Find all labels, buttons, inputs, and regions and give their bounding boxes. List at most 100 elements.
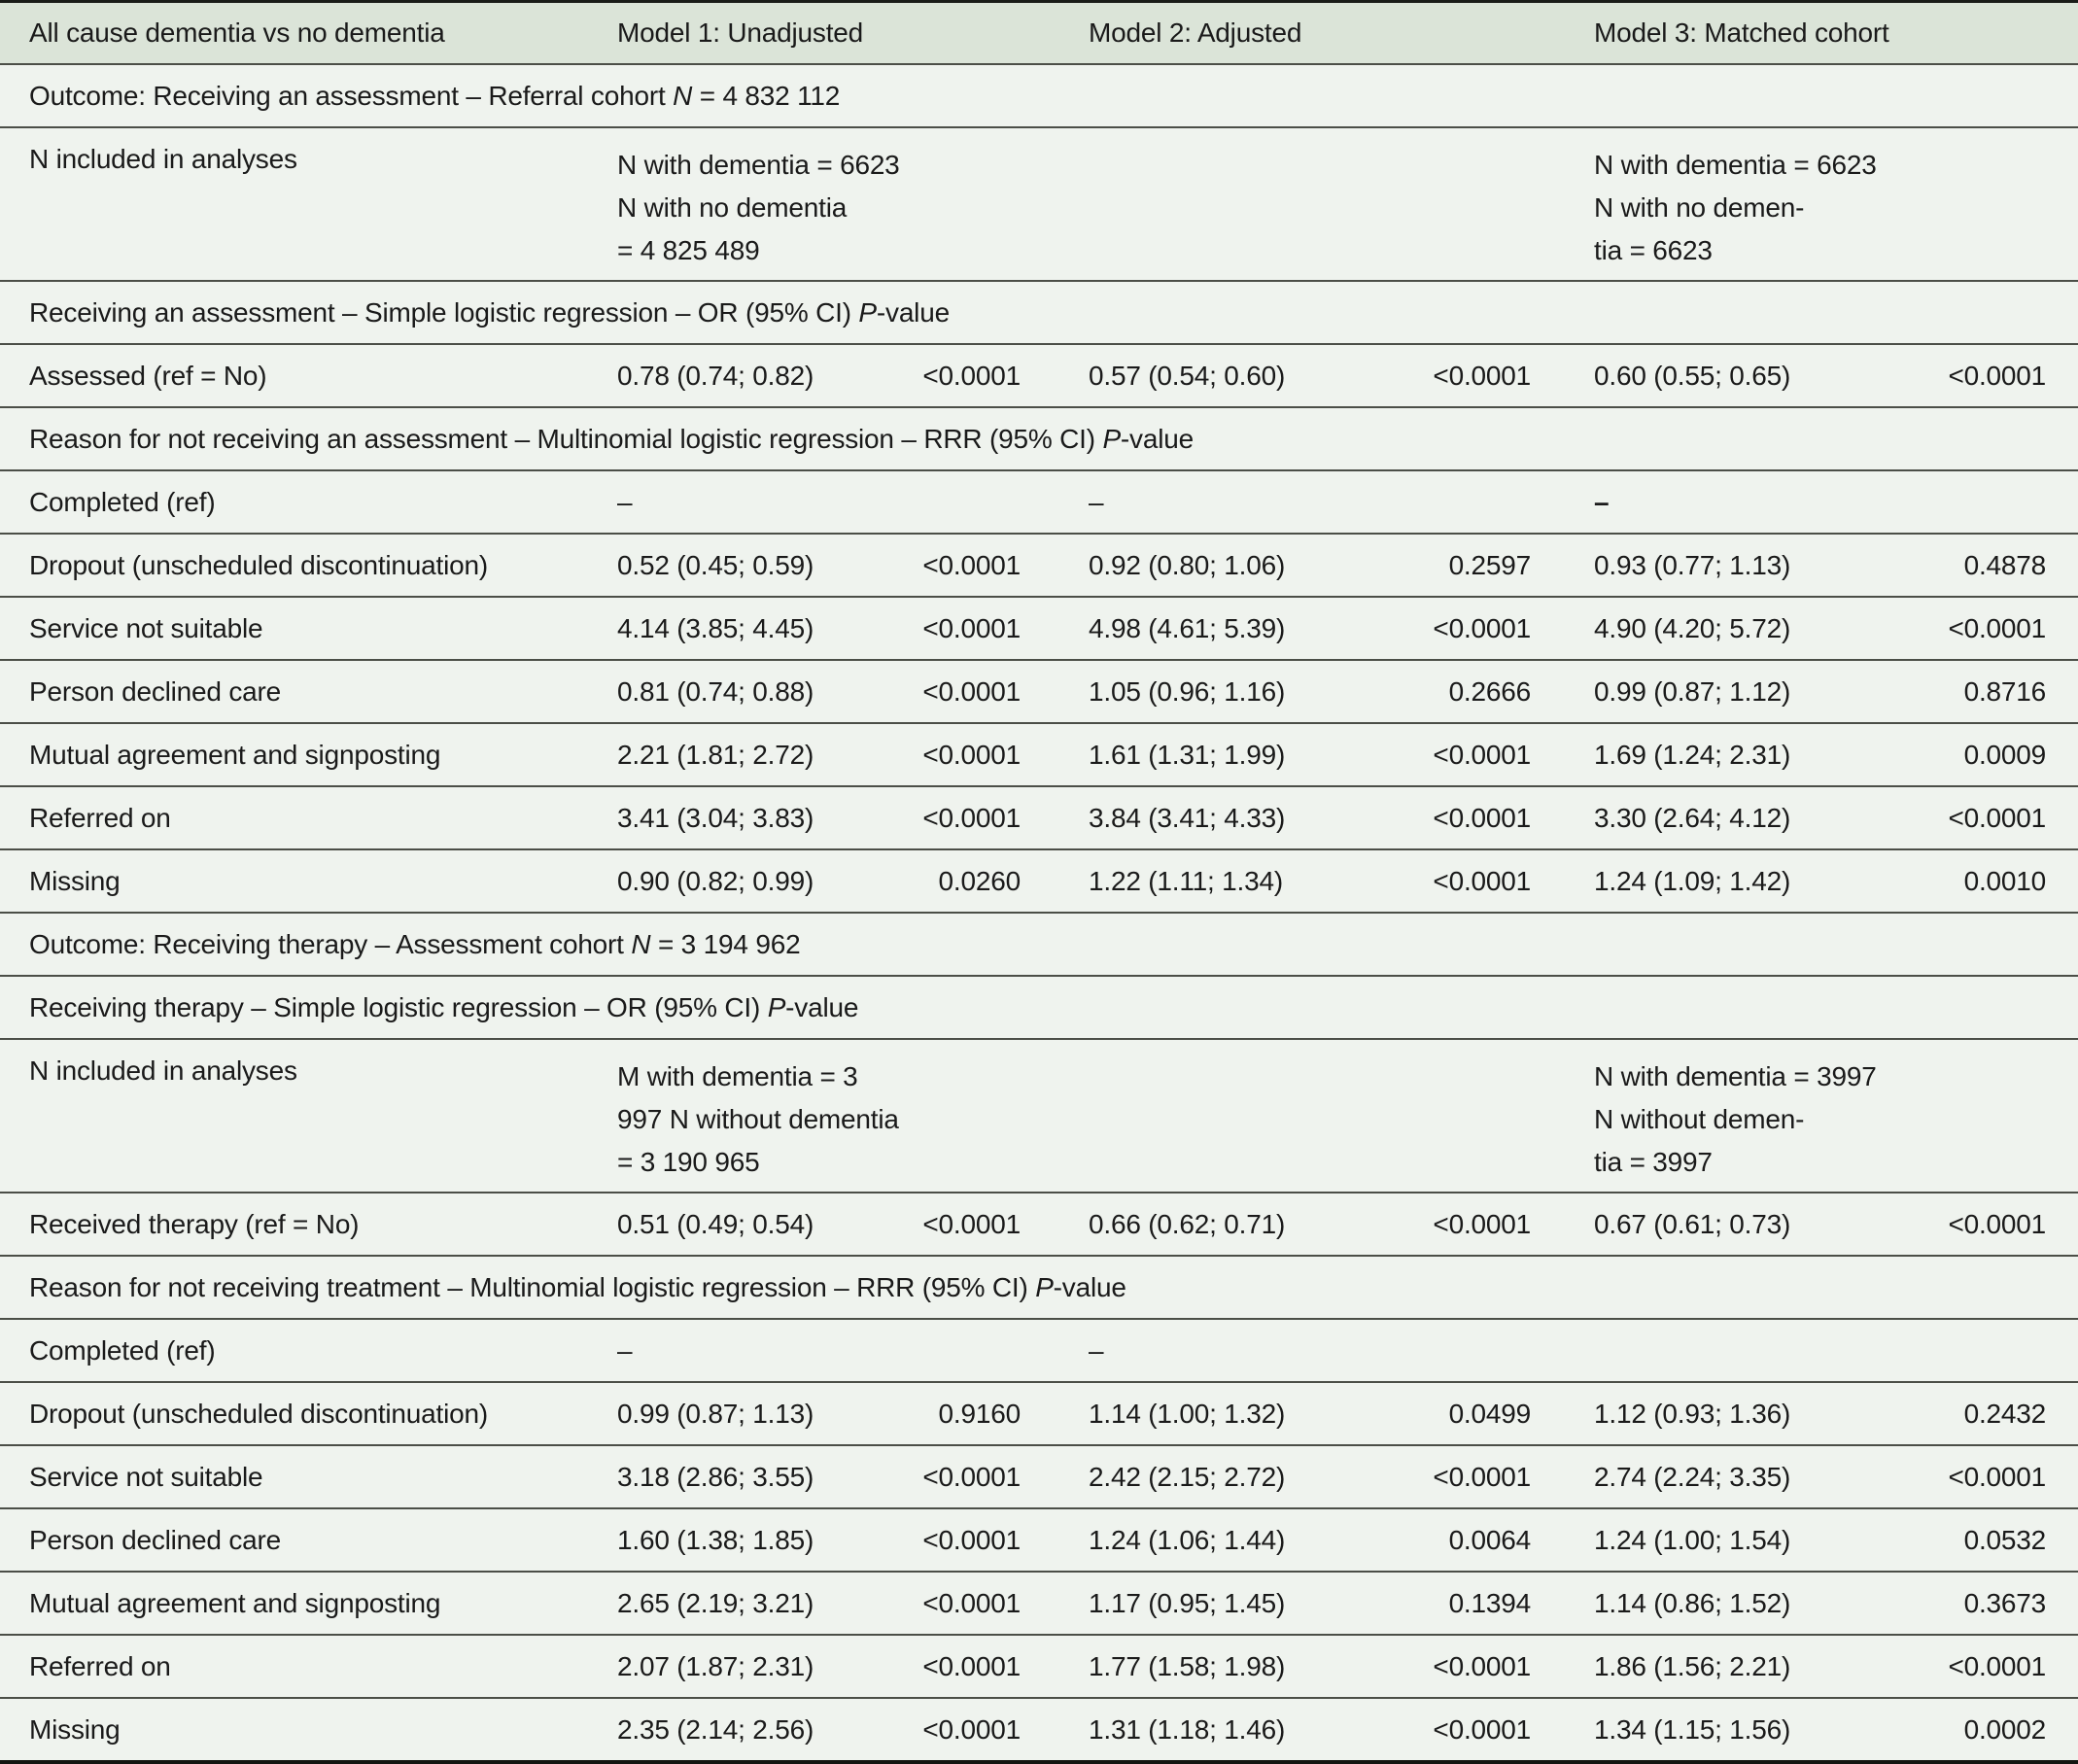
table-row: Person declined care 1.60 (1.38; 1.85) <0.… xyxy=(0,1507,2078,1572)
model2-pvalue-cell: <0.0001 xyxy=(1370,1444,1556,1508)
model3-pvalue-cell: <0.0001 xyxy=(1852,785,2078,849)
table-title: All cause dementia vs no dementia xyxy=(0,1,617,64)
section-header-cell: Receiving an assessment – Simple logisti… xyxy=(0,280,2078,344)
table-row: Missing 2.35 (2.14; 2.56) <0.0001 1.31 (1.1… xyxy=(0,1697,2078,1762)
model1-pvalue-cell: 0.9160 xyxy=(880,1381,1045,1445)
model3-pvalue-cell xyxy=(1852,469,2078,534)
model2-pvalue-cell: <0.0001 xyxy=(1370,1697,1556,1762)
n-count-line: N with dementia = 3997 xyxy=(1594,1061,1877,1091)
section-text: -value xyxy=(876,296,950,328)
row-label-cell: Referred on xyxy=(0,1634,617,1698)
section-text: = 4 832 112 xyxy=(692,80,841,111)
table-row: N included in analyses N with dementia = … xyxy=(0,126,2078,281)
table-row: Reason for not receiving an assessment –… xyxy=(0,406,2078,470)
row-label-cell: Completed (ref) xyxy=(0,1318,617,1382)
section-header-cell: Outcome: Receiving therapy – Assessment … xyxy=(0,912,2078,976)
table-body: Outcome: Receiving an assessment – Refer… xyxy=(0,63,2078,1762)
n-count-line: 997 N without dementia xyxy=(617,1104,899,1134)
model1-or-cell: 2.21 (1.81; 2.72) xyxy=(617,722,880,786)
model1-pvalue-cell: <0.0001 xyxy=(880,1507,1045,1572)
section-header-cell: Reason for not receiving an assessment –… xyxy=(0,406,2078,470)
n-count-line: N with no dementia xyxy=(617,192,848,223)
model2-pvalue-cell: <0.0001 xyxy=(1370,596,1556,660)
row-label-cell: Missing xyxy=(0,1697,617,1762)
model2-pvalue-cell xyxy=(1370,469,1556,534)
italic-letter: P xyxy=(858,296,877,328)
model1-or-cell: 0.99 (0.87; 1.13) xyxy=(617,1381,880,1445)
row-label-cell: Person declined care xyxy=(0,659,617,723)
table-row: Received therapy (ref = No) 0.51 (0.49; 0… xyxy=(0,1192,2078,1256)
model3-pvalue-cell: 0.0009 xyxy=(1852,722,2078,786)
model2-pvalue-cell: <0.0001 xyxy=(1370,785,1556,849)
model1-or-cell: 3.18 (2.86; 3.55) xyxy=(617,1444,880,1508)
row-label-cell: Dropout (unscheduled discontinuation) xyxy=(0,533,617,597)
model3-or-cell: 1.24 (1.00; 1.54) xyxy=(1555,1507,1853,1572)
table-row: Service not suitable 3.18 (2.86; 3.55) <0.… xyxy=(0,1444,2078,1508)
table-row: Dropout (unscheduled discontinuation) 0.9… xyxy=(0,1381,2078,1445)
model1-pvalue-cell: <0.0001 xyxy=(880,1697,1045,1762)
table-row: Outcome: Receiving therapy – Assessment … xyxy=(0,912,2078,976)
row-label-cell: Dropout (unscheduled discontinuation) xyxy=(0,1381,617,1445)
model2-pvalue-cell: 0.2597 xyxy=(1370,533,1556,597)
table-row: Assessed (ref = No) 0.78 (0.74; 0.82) <0.0… xyxy=(0,343,2078,407)
model3-or-cell: 1.86 (1.56; 2.21) xyxy=(1555,1634,1853,1698)
italic-letter: P xyxy=(1102,423,1121,454)
table-row: Completed (ref) – – xyxy=(0,1318,2078,1382)
section-header-cell: Receiving therapy – Simple logistic regr… xyxy=(0,975,2078,1039)
model1-or-cell: 2.35 (2.14; 2.56) xyxy=(617,1697,880,1762)
row-label-cell: N included in analyses xyxy=(0,126,617,281)
table-row: Missing 0.90 (0.82; 0.99) 0.0260 1.22 (1.11… xyxy=(0,848,2078,913)
model2-or-cell: 1.24 (1.06; 1.44) xyxy=(1045,1507,1370,1572)
model1-or-cell: – xyxy=(617,1318,880,1382)
n-included-model1-cell: N with dementia = 6623 N with no dementia… xyxy=(617,126,1045,281)
model1-pvalue-cell: <0.0001 xyxy=(880,596,1045,660)
header-model2: Model 2: Adjusted xyxy=(1045,1,1556,64)
row-label-cell: Assessed (ref = No) xyxy=(0,343,617,407)
model1-pvalue-cell: <0.0001 xyxy=(880,1444,1045,1508)
model2-pvalue-cell: <0.0001 xyxy=(1370,1634,1556,1698)
model1-or-cell: 3.41 (3.04; 3.83) xyxy=(617,785,880,849)
model1-or-cell: 2.07 (1.87; 2.31) xyxy=(617,1634,880,1698)
table-row: Mutual agreement and signposting 2.21 (1.… xyxy=(0,722,2078,786)
model3-pvalue-cell: 0.8716 xyxy=(1852,659,2078,723)
table-row: Dropout (unscheduled discontinuation) 0.5… xyxy=(0,533,2078,597)
model3-pvalue-cell: <0.0001 xyxy=(1852,343,2078,407)
model3-or-cell: 2.74 (2.24; 3.35) xyxy=(1555,1444,1853,1508)
model1-pvalue-cell: <0.0001 xyxy=(880,1634,1045,1698)
table-row: Outcome: Receiving an assessment – Refer… xyxy=(0,63,2078,127)
model2-pvalue-cell: 0.0499 xyxy=(1370,1381,1556,1445)
row-label-cell: Referred on xyxy=(0,785,617,849)
model2-pvalue-cell: <0.0001 xyxy=(1370,848,1556,913)
model3-or-cell xyxy=(1555,1318,1853,1382)
table-row: Referred on 2.07 (1.87; 2.31) <0.0001 1.77 … xyxy=(0,1634,2078,1698)
model1-pvalue-cell: <0.0001 xyxy=(880,533,1045,597)
model1-or-cell: 1.60 (1.38; 1.85) xyxy=(617,1507,880,1572)
model1-pvalue-cell: <0.0001 xyxy=(880,1192,1045,1256)
model1-or-cell: 0.52 (0.45; 0.59) xyxy=(617,533,880,597)
model3-or-cell: 0.67 (0.61; 0.73) xyxy=(1555,1192,1853,1256)
header-row: All cause dementia vs no dementia Model … xyxy=(0,1,2078,64)
row-label-cell: Person declined care xyxy=(0,1507,617,1572)
row-label-cell: Completed (ref) xyxy=(0,469,617,534)
model3-or-cell: 1.12 (0.93; 1.36) xyxy=(1555,1381,1853,1445)
model3-or-cell: 3.30 (2.64; 4.12) xyxy=(1555,785,1853,849)
model2-or-cell: 1.61 (1.31; 1.99) xyxy=(1045,722,1370,786)
model1-pvalue-cell: <0.0001 xyxy=(880,659,1045,723)
row-label-cell: Mutual agreement and signposting xyxy=(0,722,617,786)
table-row: Receiving therapy – Simple logistic regr… xyxy=(0,975,2078,1039)
model2-or-cell: 4.98 (4.61; 5.39) xyxy=(1045,596,1370,660)
n-count-line: = 3 190 965 xyxy=(617,1147,760,1177)
model1-pvalue-cell: <0.0001 xyxy=(880,722,1045,786)
n-included-model3-cell: N with dementia = 6623 N with no demen-ti… xyxy=(1555,126,2078,281)
model1-or-cell: 0.51 (0.49; 0.54) xyxy=(617,1192,880,1256)
model2-or-cell: 1.31 (1.18; 1.46) xyxy=(1045,1697,1370,1762)
n-count-line: N with dementia = 6623 xyxy=(617,150,900,180)
table-row: Service not suitable 4.14 (3.85; 4.45) <0.… xyxy=(0,596,2078,660)
table-row: Mutual agreement and signposting 2.65 (2.… xyxy=(0,1571,2078,1635)
table-row: Receiving an assessment – Simple logisti… xyxy=(0,280,2078,344)
model3-or-cell: 1.69 (1.24; 2.31) xyxy=(1555,722,1853,786)
model3-or-cell: – xyxy=(1555,469,1853,534)
italic-letter: P xyxy=(1035,1271,1054,1302)
row-label-cell: Service not suitable xyxy=(0,1444,617,1508)
